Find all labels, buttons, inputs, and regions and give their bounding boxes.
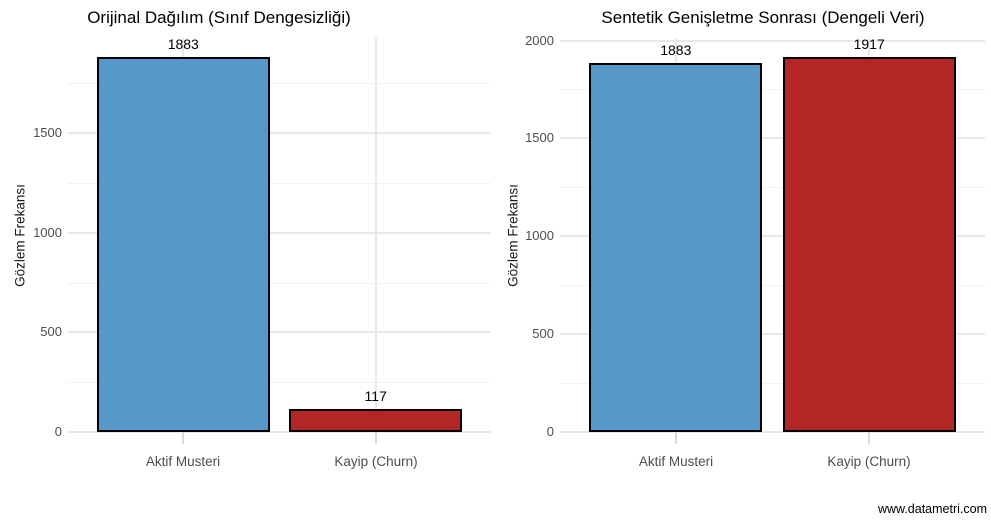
major-gridline (68, 431, 491, 433)
minor-gridline (68, 182, 491, 184)
x-tick-label: Aktif Musteri (145, 454, 221, 469)
bar-value-label: 1917 (853, 35, 885, 52)
vertical-gridline (374, 38, 377, 432)
minor-gridline (68, 83, 491, 85)
x-axis-tick (674, 432, 677, 444)
y-tick-label: 0 (54, 424, 62, 439)
bar-value-label: 1883 (167, 35, 199, 52)
x-axis-tick (182, 432, 185, 444)
bar (289, 408, 463, 432)
minor-gridline (560, 383, 985, 385)
x-tick-label: Kayip (Churn) (334, 454, 418, 469)
y-tick-label: 1000 (33, 224, 62, 240)
chart-title-right: Sentetik Genişletme Sonrası (Dengeli Ver… (601, 8, 925, 27)
bar (589, 63, 763, 432)
minor-gridline (68, 382, 491, 384)
major-gridline (560, 431, 985, 433)
x-axis-tick (374, 432, 377, 444)
major-gridline (560, 137, 985, 140)
bar-value-label: 117 (364, 387, 387, 404)
bar-value-label: 1883 (660, 42, 692, 59)
major-gridline (68, 132, 491, 135)
y-tick-label: 1500 (33, 125, 62, 141)
y-tick-label: 1000 (525, 228, 554, 244)
y-tick-label: 500 (532, 326, 554, 342)
bar (782, 56, 956, 432)
major-gridline (560, 235, 985, 238)
minor-gridline (68, 282, 491, 284)
major-gridline (560, 39, 985, 42)
y-tick-label: 1500 (525, 130, 554, 146)
major-gridline (560, 333, 985, 336)
x-tick-label: Aktif Musteri (638, 454, 714, 469)
chart-title-left: Orijinal Dağılım (Sınıf Dengesizliği) (87, 8, 351, 27)
y-tick-label: 2000 (525, 32, 554, 48)
x-axis-tick (868, 432, 871, 444)
minor-gridline (560, 89, 985, 91)
plot-panel (68, 38, 491, 433)
y-tick-label: 0 (546, 424, 554, 439)
bar (96, 56, 270, 432)
minor-gridline (560, 285, 985, 287)
y-tick-label: 500 (40, 324, 62, 340)
major-gridline (68, 331, 491, 334)
x-tick-label: Kayip (Churn) (827, 454, 911, 469)
major-gridline (68, 231, 491, 234)
watermark: www.datametri.com (877, 502, 987, 516)
minor-gridline (560, 187, 985, 189)
